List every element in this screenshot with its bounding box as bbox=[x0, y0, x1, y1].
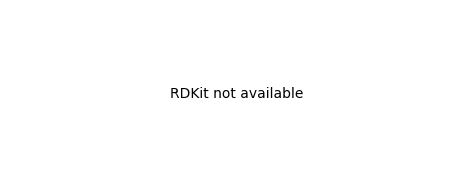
Text: RDKit not available: RDKit not available bbox=[170, 87, 303, 101]
